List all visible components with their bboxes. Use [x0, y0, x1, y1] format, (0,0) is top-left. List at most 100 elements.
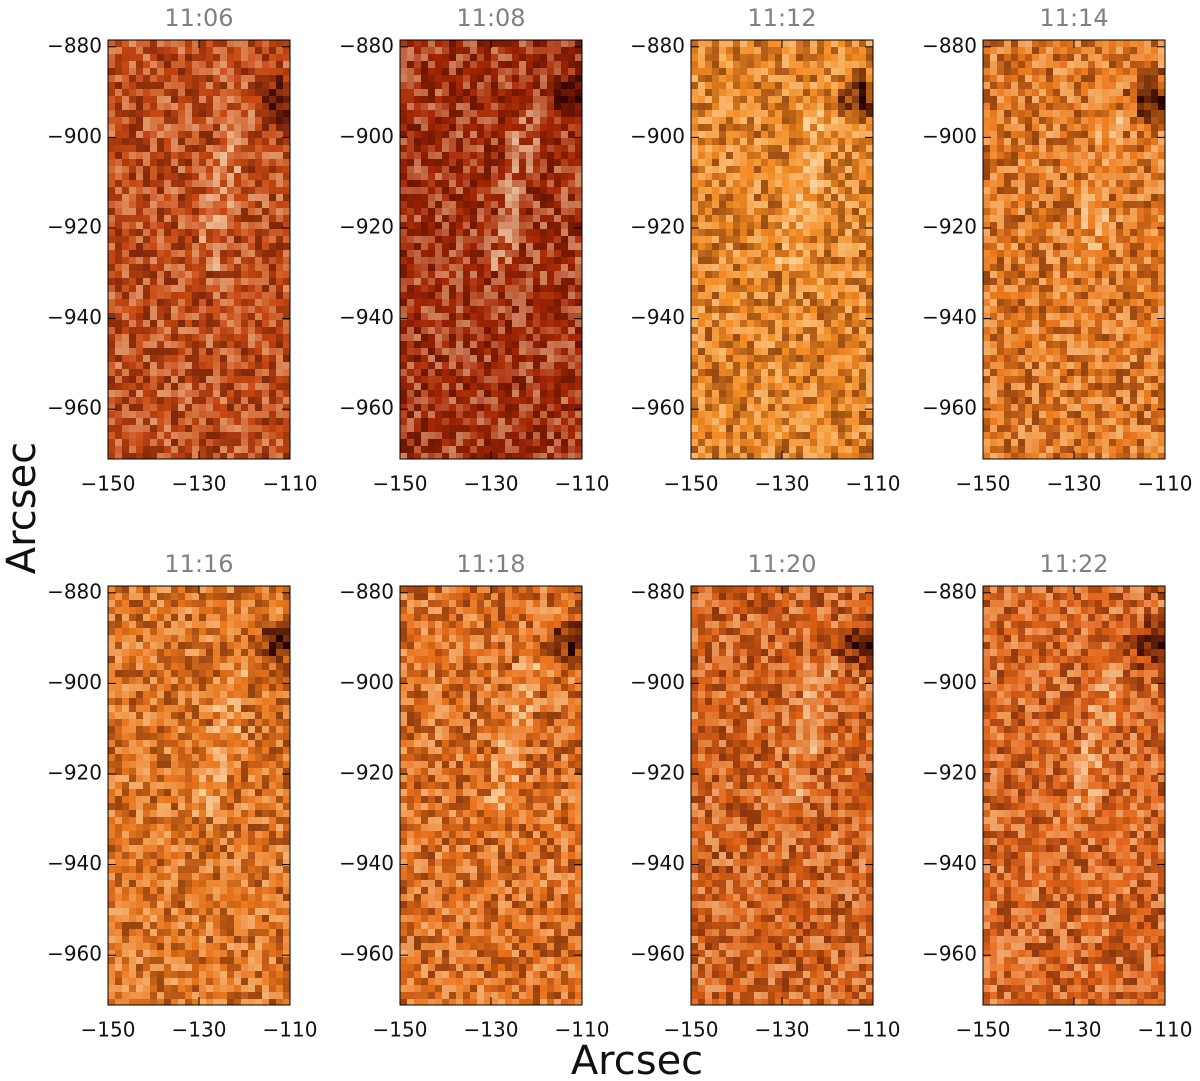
pixel [435, 131, 442, 138]
pixel [838, 145, 845, 152]
pixel [178, 334, 185, 341]
pixel [213, 425, 220, 432]
pixel [1011, 68, 1018, 75]
pixel [540, 47, 547, 54]
pixel [519, 285, 526, 292]
pixel [435, 89, 442, 96]
pixel [761, 355, 768, 362]
pixel [568, 173, 575, 180]
pixel [845, 89, 852, 96]
pixel [817, 110, 824, 117]
pixel [150, 201, 157, 208]
pixel [206, 208, 213, 215]
pixel [740, 138, 747, 145]
pixel [726, 208, 733, 215]
pixel [852, 89, 859, 96]
pixel [470, 327, 477, 334]
pixel [400, 110, 407, 117]
pixel [768, 117, 775, 124]
pixel [234, 404, 241, 411]
pixel [192, 411, 199, 418]
pixel [866, 383, 873, 390]
pixel [484, 271, 491, 278]
pixel [178, 432, 185, 439]
pixel [705, 103, 712, 110]
pixel [810, 341, 817, 348]
pixel [283, 236, 290, 243]
pixel [983, 82, 990, 89]
pixel [463, 103, 470, 110]
pixel [234, 425, 241, 432]
pixel [540, 68, 547, 75]
pixel [192, 40, 199, 47]
pixel [803, 278, 810, 285]
pixel [143, 54, 150, 61]
pixel [220, 173, 227, 180]
pixel [1109, 40, 1116, 47]
pixel [1060, 89, 1067, 96]
pixel [421, 103, 428, 110]
pixel [192, 271, 199, 278]
pixel [803, 292, 810, 299]
pixel [568, 159, 575, 166]
pixel [712, 131, 719, 138]
pixel [505, 341, 512, 348]
pixel [866, 159, 873, 166]
pixel [227, 187, 234, 194]
pixel [726, 334, 733, 341]
pixel [108, 82, 115, 89]
pixel [206, 152, 213, 159]
pixel [505, 362, 512, 369]
pixel [470, 243, 477, 250]
pixel [463, 278, 470, 285]
pixel [122, 243, 129, 250]
pixel [241, 89, 248, 96]
pixel [852, 236, 859, 243]
pixel [817, 131, 824, 138]
pixel [108, 397, 115, 404]
pixel [442, 173, 449, 180]
pixel [241, 201, 248, 208]
pixel [845, 432, 852, 439]
pixel [775, 229, 782, 236]
pixel [248, 222, 255, 229]
pixel [512, 264, 519, 271]
pixel [248, 145, 255, 152]
pixel [1130, 68, 1137, 75]
pixel [463, 264, 470, 271]
pixel [761, 117, 768, 124]
pixel [248, 75, 255, 82]
pixel [477, 341, 484, 348]
pixel [262, 362, 269, 369]
pixel [449, 285, 456, 292]
pixel [575, 313, 582, 320]
pixel [719, 292, 726, 299]
pixel [150, 187, 157, 194]
pixel [171, 215, 178, 222]
pixel [115, 320, 122, 327]
pixel [519, 236, 526, 243]
pixel [533, 54, 540, 61]
pixel [691, 82, 698, 89]
pixel [540, 397, 547, 404]
pixel [435, 187, 442, 194]
pixel [192, 47, 199, 54]
pixel [824, 446, 831, 453]
pixel [227, 278, 234, 285]
pixel [470, 138, 477, 145]
pixel [269, 348, 276, 355]
pixel [554, 348, 561, 355]
pixel [421, 145, 428, 152]
pixel [575, 404, 582, 411]
pixel [698, 145, 705, 152]
pixel [526, 61, 533, 68]
pixel [269, 250, 276, 257]
pixel [561, 285, 568, 292]
pixel [470, 131, 477, 138]
pixel [990, 61, 997, 68]
pixel [428, 327, 435, 334]
pixel [698, 327, 705, 334]
pixel [269, 411, 276, 418]
pixel [157, 236, 164, 243]
pixel [789, 187, 796, 194]
